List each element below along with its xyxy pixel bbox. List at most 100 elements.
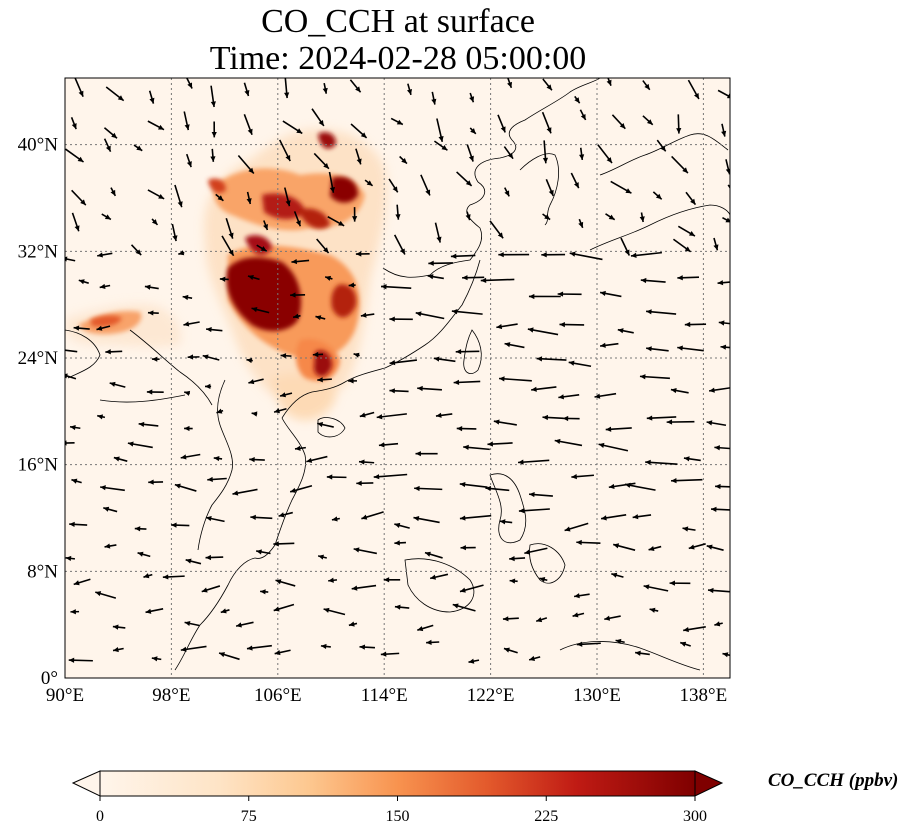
wind-arrow [503,146,514,160]
wind-arrow [502,616,519,622]
wind-arrow [536,356,567,362]
wind-arrow [564,522,589,532]
wind-arrow [378,442,399,448]
wind-arrow [284,78,290,99]
wind-arrow [201,585,221,593]
wind-arrow [605,213,616,221]
wind-arrow [103,138,112,152]
wind-arrow [249,456,265,463]
wind-arrow [143,573,153,579]
wind-arrow [232,488,258,496]
colorbar-ticks: 0 75 150 225 300 [96,796,707,825]
wind-arrow [278,511,293,518]
wind-arrow [283,187,291,207]
wind-arrow [706,544,724,551]
wind-arrow [376,413,407,420]
wind-arrow [707,587,730,594]
wind-arrow [632,514,652,520]
wind-arrow [459,514,492,521]
wind-arrow [65,373,77,380]
wind-arrow [682,526,696,532]
lat-tick-label: 8°N [27,561,58,582]
wind-arrow [65,555,76,562]
wind-arrow [294,445,306,451]
wind-arrow [598,442,629,452]
wind-arrow [605,426,632,432]
wind-arrow [480,277,515,283]
wind-arrow [504,342,525,349]
wind-arrow [256,549,271,555]
wind-arrow [640,277,666,284]
colorbar: 0 75 150 225 300 [71,770,724,825]
wind-arrow [485,485,510,492]
wind-arrow [103,506,118,513]
wind-arrow [395,204,401,220]
wind-arrow [146,389,164,395]
wind-arrow [389,388,409,394]
wind-arrow [713,237,719,251]
wind-arrow [273,541,295,547]
wind-arrow [639,374,670,380]
wind-arrow [373,473,408,480]
wind-arrow [721,123,727,137]
wind-arrow [205,554,224,561]
wind-arrow [415,451,438,457]
wind-arrow [535,617,548,623]
wind-arrow [180,645,207,652]
wind-arrow [688,543,706,550]
wind-arrow [569,251,603,261]
wind-arrow [635,650,650,656]
wind-arrow [594,392,617,399]
map-title-line1: CO_CCH at surface [261,3,535,40]
wind-arrow [426,639,440,646]
wind-arrow [317,421,334,428]
wind-arrow [100,485,125,492]
wind-arrow [648,545,662,552]
wind-arrow [215,193,224,202]
wind-arrow [683,625,706,633]
wind-arrow [620,237,631,256]
wind-arrow [65,148,85,163]
wind-arrow [600,342,619,348]
wind-arrow [672,238,692,253]
wind-arrow [73,325,90,331]
wind-arrow [109,381,126,388]
wind-arrow [433,356,456,363]
wind-arrow [424,551,443,559]
wind-arrow [326,474,347,480]
wind-arrow [356,480,374,486]
wind-arrow [71,478,82,484]
wind-arrow [542,140,549,164]
wind-arrow [183,111,190,131]
colorbar-gradient [99,770,696,797]
wind-arrow [624,482,656,491]
wind-arrow [643,584,669,592]
wind-arrow [462,275,485,281]
wind-arrow [134,526,147,532]
wind-arrow [186,78,193,89]
wind-arrow [433,140,448,151]
wind-arrow [557,291,582,297]
wind-arrow [389,316,413,322]
wind-arrow [360,312,375,318]
wind-arrow [542,78,553,91]
map-title-line2: Time: 2024-02-28 05:00:00 [209,40,587,77]
lon-tick-label: 98°E [152,685,190,706]
wind-arrow [137,551,151,558]
wind-arrow [359,411,375,418]
lat-tick-label: 16°N [18,455,59,476]
wind-arrow [256,244,268,252]
wind-arrow [184,390,191,396]
wind-arrow [677,275,700,281]
wind-arrow [104,543,117,549]
wind-arrow [317,377,332,383]
wind-arrow [469,92,475,103]
wind-arrow [213,455,223,462]
wind-arrow [570,172,580,189]
wind-arrow [613,543,636,551]
wind-arrow [529,491,553,498]
wind-arrow [415,311,445,320]
wind-arrow [113,456,128,462]
wind-arrow [611,114,626,130]
latitude-axis: 0° 8°N 16°N 24°N 32°N 40°N [18,135,59,689]
